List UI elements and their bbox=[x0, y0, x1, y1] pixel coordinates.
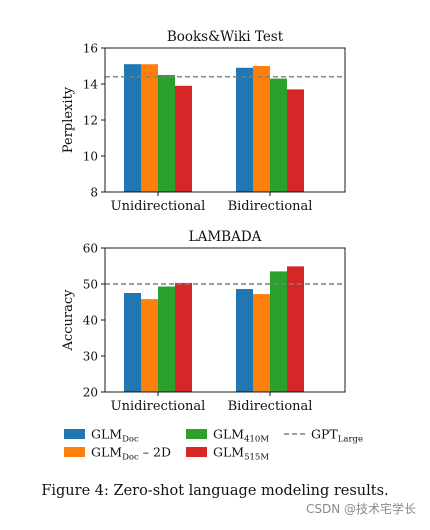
bar bbox=[270, 271, 287, 392]
bar bbox=[253, 66, 270, 192]
bar bbox=[236, 289, 253, 392]
bar bbox=[287, 266, 304, 392]
legend-label-suffix: – 2D bbox=[139, 445, 171, 460]
chart-lambada: 20 30 40 50 60 Unidirectional Bidirectional LAM… bbox=[61, 229, 346, 414]
bar bbox=[158, 75, 175, 192]
legend-label-subscript: Doc bbox=[122, 435, 139, 445]
y-tick-label: 12 bbox=[83, 114, 98, 128]
chart-title: LAMBADA bbox=[189, 229, 262, 245]
bar bbox=[253, 294, 270, 392]
bar bbox=[236, 67, 253, 192]
bar bbox=[175, 85, 192, 192]
legend-label: GLM410M bbox=[213, 427, 269, 445]
figure-caption: Figure 4: Zero-shot language modeling re… bbox=[41, 483, 389, 499]
legend-label-subscript: 515M bbox=[244, 453, 269, 463]
y-tick-label: 16 bbox=[83, 42, 98, 56]
y-axis-label: Perplexity bbox=[61, 86, 76, 153]
legend-label-subscript: 410M bbox=[244, 435, 269, 445]
bar bbox=[287, 89, 304, 192]
bar bbox=[175, 282, 192, 392]
legend-label-subscript: Doc bbox=[122, 453, 139, 463]
legend-label: GLMDoc bbox=[91, 427, 139, 445]
legend-label-base: GLM bbox=[91, 445, 122, 460]
legend-label: GLMDoc – 2D bbox=[91, 445, 171, 463]
legend-label: GLM515M bbox=[213, 445, 269, 463]
legend-label-subscript: Large bbox=[338, 435, 363, 445]
legend-label-base: GPT bbox=[311, 427, 338, 442]
legend-swatch bbox=[64, 429, 85, 439]
y-tick-label: 8 bbox=[90, 186, 98, 200]
legend-label: GPTLarge bbox=[311, 427, 363, 445]
x-tick-label: Bidirectional bbox=[228, 399, 313, 414]
y-tick-label: 20 bbox=[83, 386, 98, 400]
x-tick-label: Bidirectional bbox=[228, 199, 313, 214]
y-tick-label: 40 bbox=[83, 314, 98, 328]
x-tick-label: Unidirectional bbox=[111, 199, 206, 214]
watermark: CSDN @技术宅学长 bbox=[305, 502, 416, 516]
legend-swatch bbox=[64, 447, 85, 457]
chart-books-wiki: 8 10 12 14 16 Unidirectional Bidirectional Book… bbox=[61, 29, 346, 214]
bar bbox=[141, 64, 158, 192]
y-tick-label: 14 bbox=[83, 78, 99, 92]
y-tick-label: 10 bbox=[83, 150, 98, 164]
legend-swatch bbox=[186, 447, 207, 457]
y-tick-label: 60 bbox=[83, 242, 98, 256]
chart-title: Books&Wiki Test bbox=[167, 29, 284, 45]
y-axis-label: Accuracy bbox=[61, 289, 76, 352]
bar bbox=[141, 299, 158, 392]
bar bbox=[124, 64, 141, 192]
y-tick-label: 50 bbox=[83, 278, 98, 292]
y-tick-label: 30 bbox=[83, 350, 98, 364]
legend-label-base: GLM bbox=[213, 427, 244, 442]
bar bbox=[270, 78, 287, 192]
x-tick-label: Unidirectional bbox=[111, 399, 206, 414]
bar bbox=[158, 286, 175, 392]
bar bbox=[124, 293, 141, 392]
legend-label-base: GLM bbox=[213, 445, 244, 460]
legend-swatch bbox=[186, 429, 207, 439]
legend-label-base: GLM bbox=[91, 427, 122, 442]
